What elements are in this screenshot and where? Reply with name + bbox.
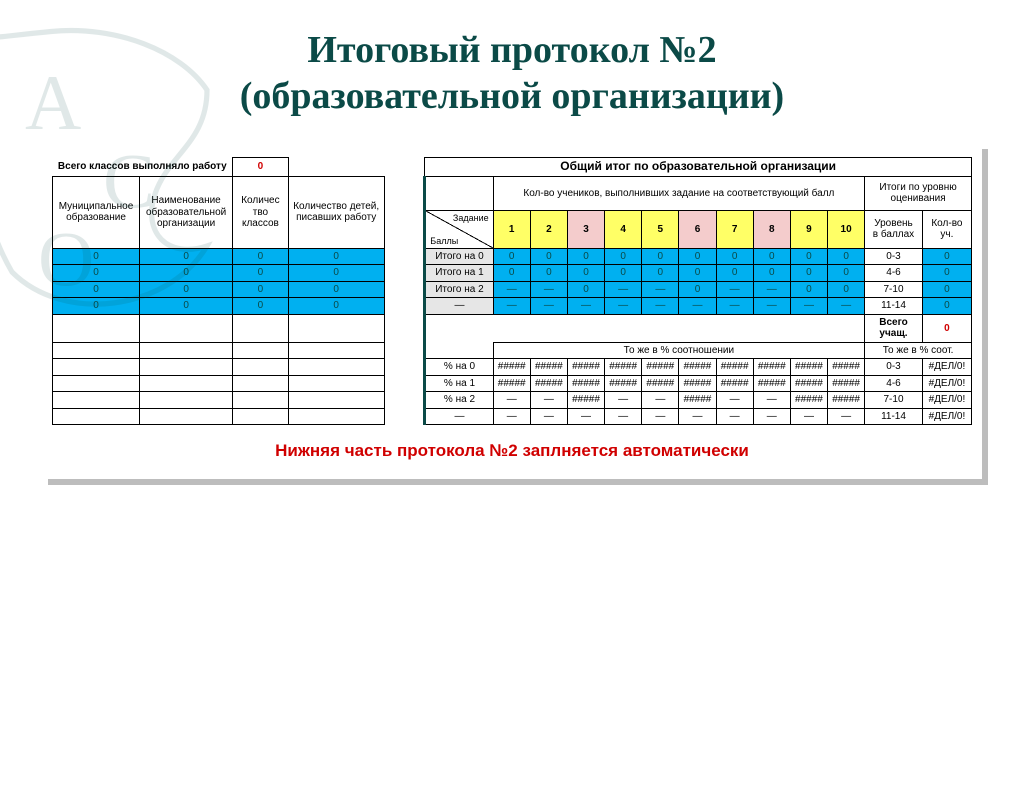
task-4: 4	[605, 210, 642, 248]
task-9: 9	[790, 210, 827, 248]
hdr-level-score: Уровень в баллах	[865, 210, 923, 248]
page-title: Итоговый протокол №2 (образовательной ор…	[0, 28, 1024, 119]
diag-cell: Задание Баллы	[425, 210, 493, 248]
table-row: % на 2 ——#####——#####——########## 7-10 #…	[53, 392, 972, 409]
spacer	[384, 158, 425, 177]
percent-header-row: То же в % соотношении То же в % соот.	[53, 342, 972, 359]
hdr-children: Количество детей, писавших работу	[288, 176, 384, 248]
task-7: 7	[716, 210, 753, 248]
hdr-classes: Количес тво классов	[233, 176, 289, 248]
subheader-levels: Итоги по уровню оценивания	[865, 176, 972, 210]
table-row: 0 0 0 0 Итого на 2 ——0——0——00 7-10 0	[53, 281, 972, 298]
diag-top: Задание	[453, 213, 489, 223]
protocol-panel: Всего классов выполняло работу 0 Общий и…	[42, 143, 982, 479]
task-6: 6	[679, 210, 716, 248]
spacer	[384, 176, 425, 248]
diag-bot: Баллы	[430, 236, 458, 246]
task-2: 2	[530, 210, 567, 248]
task-10: 10	[828, 210, 865, 248]
total-classes-value: 0	[233, 158, 289, 177]
table-row: % на 1 #################################…	[53, 375, 972, 392]
table-row: 0 0 0 0 — —————————— 11-14 0	[53, 298, 972, 315]
task-5: 5	[642, 210, 679, 248]
totals-row: Всего учащ. 0	[53, 314, 972, 342]
footer-note: Нижняя часть протокола №2 заплняется авт…	[52, 441, 972, 461]
task-3: 3	[567, 210, 604, 248]
spacer	[425, 176, 493, 210]
hdr-level-count: Кол-во уч.	[922, 210, 971, 248]
title-line2: (образовательной организации)	[240, 75, 784, 117]
hdr-org: Наименование образовательной организации	[140, 176, 233, 248]
title-line1: Итоговый протокол №2	[307, 29, 716, 71]
table-row: — —————————— 11-14 #ДЕЛ/0!	[53, 408, 972, 425]
subheader-scores: Кол-во учеников, выполнивших задание на …	[493, 176, 865, 210]
table-row: 0 0 0 0 Итого на 0 0000000000 0-3 0	[53, 248, 972, 265]
task-1: 1	[493, 210, 530, 248]
table-row: % на 0 #################################…	[53, 359, 972, 376]
total-classes-label: Всего классов выполняло работу	[53, 158, 233, 177]
table-row: 0 0 0 0 Итого на 1 0000000000 4-6 0	[53, 265, 972, 282]
overall-header: Общий итог по образовательной организаци…	[425, 158, 972, 177]
protocol-table: Всего классов выполняло работу 0 Общий и…	[52, 157, 972, 425]
hdr-mun: Муниципальное образование	[53, 176, 140, 248]
task-8: 8	[753, 210, 790, 248]
spacer	[288, 158, 384, 177]
